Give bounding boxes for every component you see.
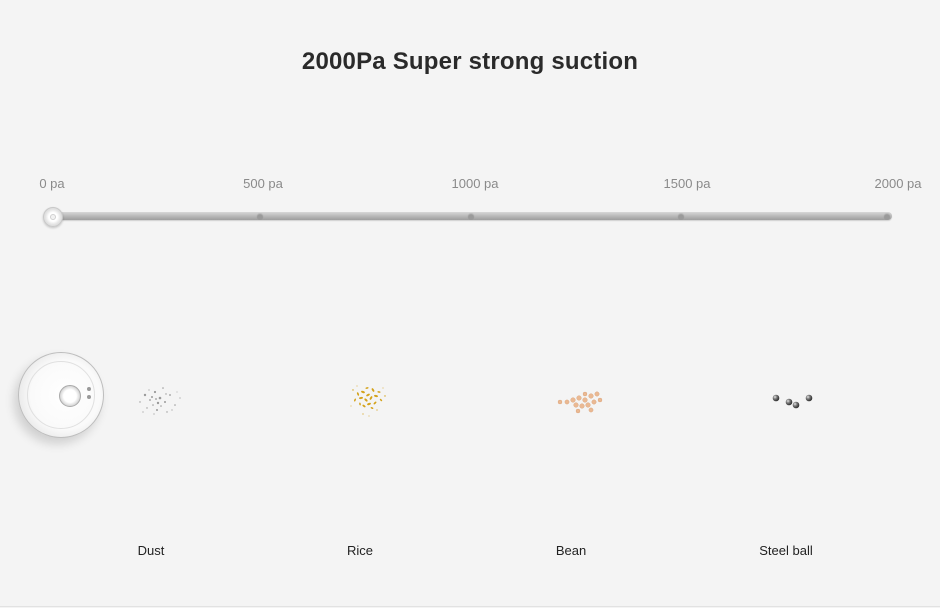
bean-particles-icon	[557, 391, 603, 414]
tick-label-1500: 1500 pa	[663, 176, 711, 191]
tick-label-1000: 1000 pa	[451, 176, 499, 191]
bottom-divider	[0, 606, 940, 607]
item-label-dust: Dust	[137, 543, 165, 558]
suction-scale-knob[interactable]	[43, 207, 63, 227]
tick-label-500: 500 pa	[243, 176, 283, 191]
steel-ball-particles-icon	[772, 394, 813, 409]
tick-marker-1500	[677, 213, 685, 220]
tick-marker-2000	[883, 213, 891, 220]
tick-marker-1000	[467, 213, 475, 220]
item-label-rice: Rice	[346, 543, 374, 558]
tick-label-0: 0 pa	[39, 176, 65, 191]
rice-particles-icon	[350, 385, 386, 417]
item-label-steel-ball: Steel ball	[759, 543, 813, 558]
dust-particles-icon	[139, 387, 181, 415]
page-title: 2000Pa Super strong suction	[301, 48, 639, 75]
tick-label-2000: 2000 pa	[874, 176, 922, 191]
item-label-bean: Bean	[555, 543, 587, 558]
robot-vacuum-icon	[18, 352, 104, 438]
tick-marker-500	[256, 213, 264, 220]
